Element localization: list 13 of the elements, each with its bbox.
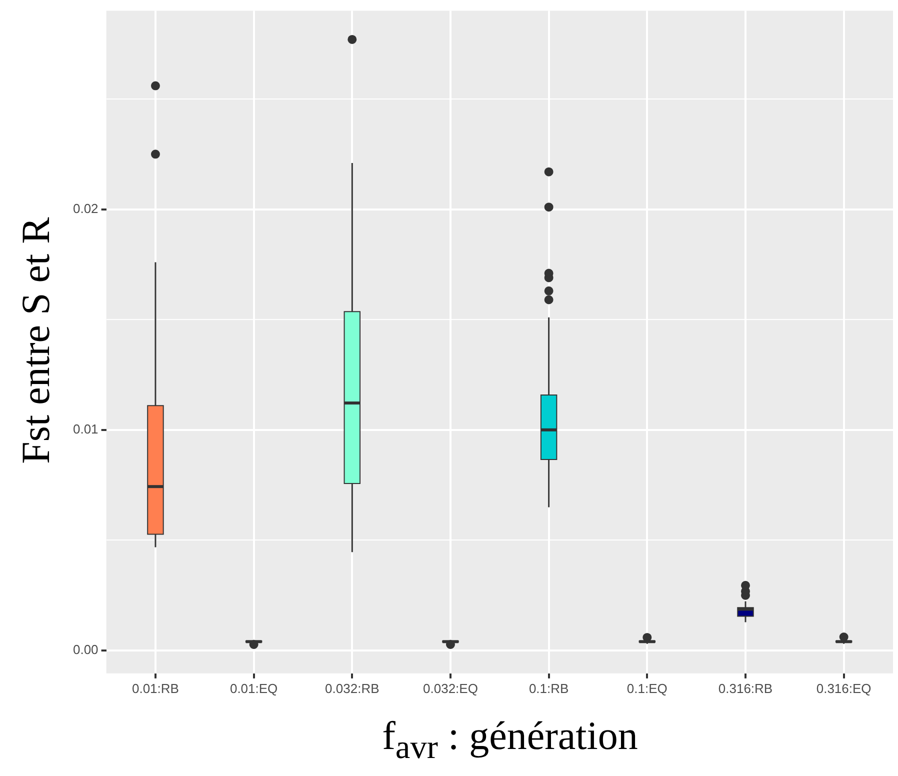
y-tick-label: 0.02 — [72, 200, 98, 216]
x-tick-label: 0.1:EQ — [626, 680, 668, 696]
x-axis-title: f$_{avr}$ : génération — [381, 712, 639, 767]
y-tick-label: 0.00 — [72, 642, 98, 658]
y-axis-title: Fst entre S et R — [12, 216, 58, 464]
x-tick-label: 0.01:RB — [132, 680, 179, 696]
x-tick-label: 0.316:EQ — [816, 680, 872, 696]
x-tick-label: 0.01:EQ — [230, 680, 278, 696]
y-tick-label: 0.01 — [72, 421, 98, 436]
x-tick-label: 0.1:RB — [528, 680, 569, 696]
x-tick-label: 0.032:EQ — [423, 680, 478, 696]
x-tick-label: 0.316:RB — [718, 680, 773, 696]
x-tick-label: 0.032:RB — [325, 680, 380, 696]
